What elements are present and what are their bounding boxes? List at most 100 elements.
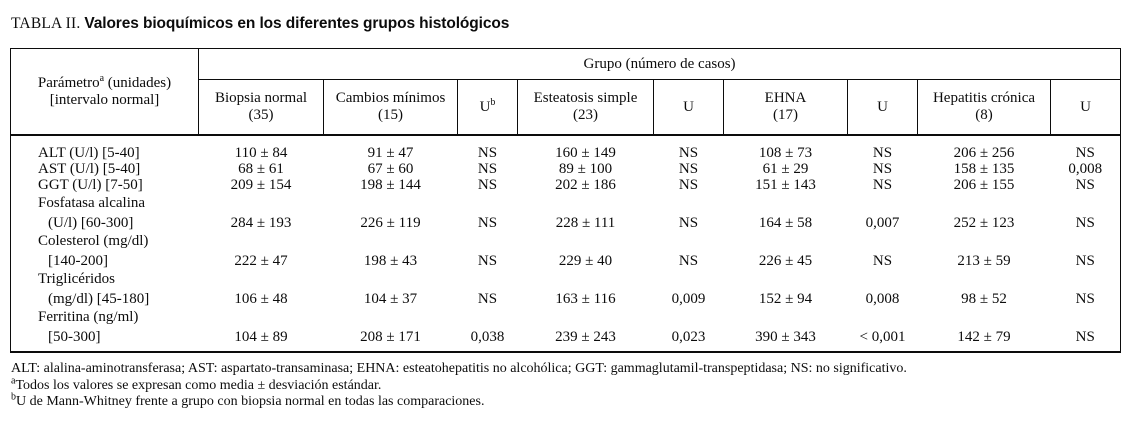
footnote-b-marker: b — [11, 391, 16, 403]
table-row-ast: AST (U/l) [5-40] 68 ± 61 67 ± 60 NS 89 ±… — [11, 161, 1121, 177]
cell-value: NS — [872, 177, 893, 193]
cell-value: NS — [678, 161, 699, 177]
cell-value: NS — [477, 145, 498, 161]
table-footnotes: ALT: alalina-aminotransferasa; AST: aspa… — [11, 361, 907, 411]
cell-value: 229 ± 40 — [558, 253, 613, 269]
cell-value: 0,023 — [671, 329, 706, 345]
cell-value: 158 ± 135 — [953, 161, 1015, 177]
table-row-fosfatasa: Fosfatasa alcalina (U/l) [60-300] 284 ± 1… — [11, 193, 1121, 231]
column-header-ehna: EHNA (17) — [723, 79, 848, 136]
cell-value: 91 ± 47 — [367, 145, 414, 161]
cell-value: 252 ± 123 — [953, 215, 1015, 231]
cell-value: NS — [678, 253, 699, 269]
cell-value: 284 ± 193 — [230, 215, 292, 231]
cell-value: NS — [872, 161, 893, 177]
biochemical-values-table: Parámetroa (unidades) [intervalo normal]… — [10, 48, 1122, 353]
row-label: ALT (U/l) [5-40] — [38, 145, 140, 161]
column-header-biopsia-normal: Biopsia normal (35) — [198, 79, 324, 136]
cell-value: 206 ± 155 — [953, 177, 1015, 193]
cell-value: NS — [1075, 177, 1095, 193]
column-header-cambios-minimos: Cambios mínimos (15) — [323, 79, 458, 136]
cell-value: NS — [477, 291, 498, 307]
cell-value: NS — [1075, 329, 1095, 345]
table-title: TABLA II. Valores bioquímicos en los dif… — [11, 15, 509, 33]
cell-value: NS — [1075, 253, 1095, 269]
table-row-alt: ALT (U/l) [5-40] 110 ± 84 91 ± 47 NS 160… — [11, 135, 1121, 161]
cell-value: 152 ± 94 — [758, 291, 813, 307]
cell-value: 0,009 — [671, 291, 706, 307]
cell-value: 0,008 — [865, 291, 900, 307]
cell-value: NS — [1075, 215, 1095, 231]
footnote-b: bU de Mann-Whitney frente a grupo con bi… — [11, 391, 485, 409]
cell-value: 68 ± 61 — [238, 161, 284, 177]
cell-value: 390 ± 343 — [755, 329, 816, 345]
cell-value: 0,038 — [470, 329, 505, 345]
cell-value: 110 ± 84 — [234, 145, 288, 161]
cell-value: NS — [872, 253, 893, 269]
cell-value: NS — [678, 177, 699, 193]
parameter-header-line2: [intervalo normal] — [49, 91, 160, 108]
table-number-label: TABLA II. — [11, 15, 81, 32]
column-header-u-esteatosis: U — [653, 79, 724, 136]
column-header-u-b: Ub — [457, 79, 518, 136]
footnote-a: aTodos los valores se expresan como medi… — [11, 374, 382, 393]
cell-value: 151 ± 143 — [755, 177, 816, 193]
column-header-group: Grupo (número de casos) — [198, 48, 1121, 80]
table-row-colesterol: Colesterol (mg/dl) [140-200] 222 ± 47 198… — [11, 231, 1121, 269]
table-row-ggt: GGT (U/l) [7-50] 209 ± 154 198 ± 144 NS … — [11, 177, 1121, 193]
parameter-header-line1: Parámetroa (unidades) — [37, 72, 172, 91]
cell-value: NS — [477, 177, 498, 193]
table-title-text: Valores bioquímicos en los diferentes gr… — [84, 15, 510, 32]
cell-value: 89 ± 100 — [558, 161, 613, 177]
cell-value: 0,008 — [1068, 161, 1103, 177]
cell-value: 106 ± 48 — [234, 291, 288, 307]
cell-value: 163 ± 116 — [555, 291, 616, 307]
column-header-parameter: Parámetroa (unidades) [intervalo normal] — [10, 48, 199, 136]
cell-value: 239 ± 243 — [555, 329, 616, 345]
cell-value: 226 ± 119 — [360, 215, 421, 231]
cell-value: 202 ± 186 — [555, 177, 616, 193]
cell-value: 104 ± 89 — [234, 329, 288, 345]
header-row-subgroups: Biopsia normal (35) Cambios mínimos (15) U… — [11, 79, 1121, 136]
footnote-a-marker: a — [11, 374, 16, 386]
column-header-hepatitis-cronica: Hepatitis crónica (8) — [917, 79, 1051, 136]
row-label: Fosfatasa alcalina (U/l) [60-300] — [38, 195, 146, 231]
cell-value: 142 ± 79 — [957, 329, 1011, 345]
cell-value: 67 ± 60 — [367, 161, 414, 177]
cell-value: 208 ± 171 — [360, 329, 421, 345]
column-header-u-hepatitis: U — [1050, 79, 1121, 136]
header-row-group: Parámetroa (unidades) [intervalo normal]… — [10, 48, 1121, 136]
cell-value: NS — [678, 215, 699, 231]
cell-value: NS — [477, 253, 498, 269]
cell-value: 213 ± 59 — [957, 253, 1011, 269]
cell-value: NS — [477, 215, 498, 231]
table-row-trigliceridos: Triglicéridos (mg/dl) [45-180] 106 ± 48 1… — [11, 269, 1121, 307]
cell-value: 0,007 — [865, 215, 900, 231]
cell-value: 226 ± 45 — [758, 253, 813, 269]
footnote-abbreviations: ALT: alalina-aminotransferasa; AST: aspa… — [11, 361, 907, 376]
cell-value: 61 ± 29 — [762, 161, 809, 177]
cell-value: NS — [477, 161, 498, 177]
cell-value: 209 ± 154 — [230, 177, 292, 193]
column-header-esteatosis-simple: Esteatosis simple (23) — [517, 79, 654, 136]
cell-value: 108 ± 73 — [758, 145, 813, 161]
row-label: Ferritina (ng/ml) [50-300] — [38, 309, 139, 345]
cell-value: 228 ± 111 — [555, 215, 616, 231]
table-row-ferritina: Ferritina (ng/ml) [50-300] 104 ± 89 208 ±… — [11, 307, 1121, 352]
cell-value: NS — [1075, 291, 1095, 307]
cell-value: 198 ± 144 — [360, 177, 421, 193]
cell-value: 222 ± 47 — [234, 253, 288, 269]
cell-value: 198 ± 43 — [363, 253, 418, 269]
row-label: AST (U/l) [5-40] — [38, 161, 141, 177]
cell-value: 160 ± 149 — [555, 145, 616, 161]
cell-value: < 0,001 — [859, 329, 906, 345]
column-header-u-ehna: U — [847, 79, 918, 136]
footnote-marker-b: b — [490, 96, 496, 108]
cell-value: NS — [678, 145, 699, 161]
cell-value: NS — [872, 145, 893, 161]
row-label: Colesterol (mg/dl) [140-200] — [38, 233, 149, 269]
row-label: Triglicéridos (mg/dl) [45-180] — [38, 271, 150, 307]
cell-value: 104 ± 37 — [363, 291, 418, 307]
cell-value: 206 ± 256 — [953, 145, 1015, 161]
